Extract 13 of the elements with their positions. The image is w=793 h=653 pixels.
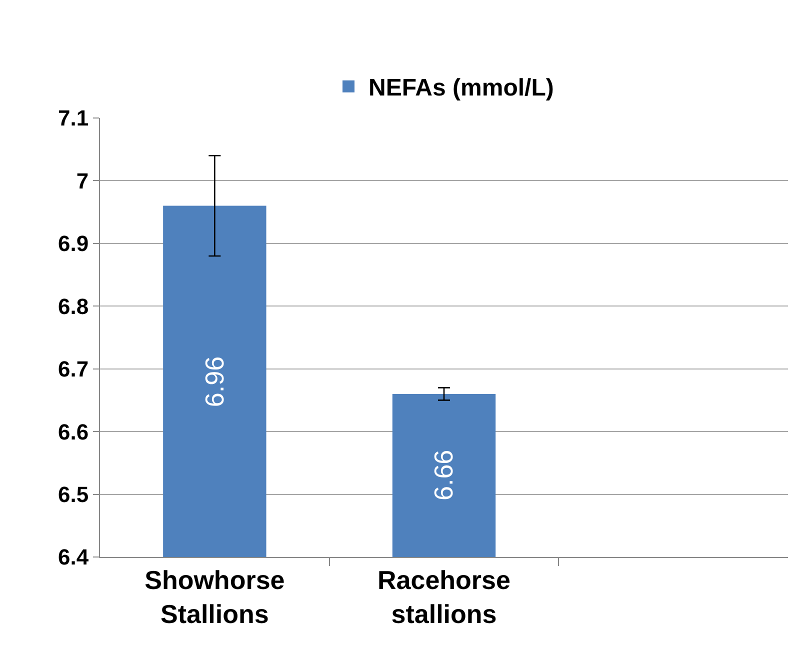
data-label: 6.66 (428, 450, 459, 500)
x-tick-label: Racehorse stallions (378, 565, 510, 629)
y-tick-label: 6.8 (58, 294, 89, 319)
y-tick-label: 7 (76, 168, 89, 194)
legend-label: NEFAs (mmol/L) (368, 74, 554, 102)
data-label: 6.96 (199, 356, 230, 408)
x-tick-label: Showhorse Stallions (144, 565, 285, 629)
y-tick-label: 6.6 (58, 419, 89, 444)
y-tick-label: 6.9 (58, 231, 89, 256)
y-tick-label: 6.4 (58, 544, 90, 570)
y-tick-label: 6.5 (58, 482, 89, 507)
y-tick-label: 7.1 (58, 106, 89, 131)
y-tick-label: 6.7 (58, 356, 89, 382)
